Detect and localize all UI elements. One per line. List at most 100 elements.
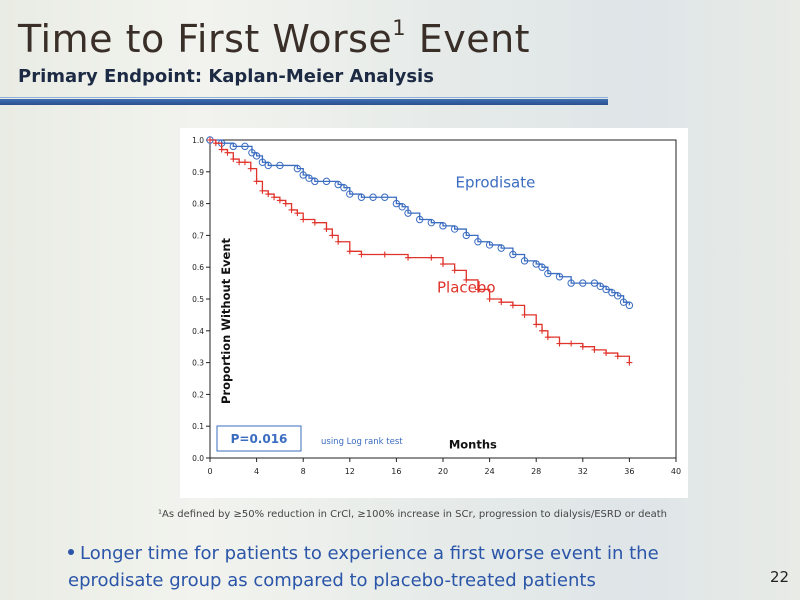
x-axis-label: Months bbox=[449, 437, 497, 451]
data-point-placebo bbox=[241, 159, 248, 166]
data-point-eprodisate bbox=[334, 180, 342, 189]
plot-frame bbox=[209, 139, 677, 459]
data-point-placebo bbox=[544, 334, 551, 341]
data-point-eprodisate bbox=[509, 250, 517, 259]
data-point-placebo bbox=[474, 286, 481, 293]
data-point-eprodisate bbox=[625, 301, 634, 310]
y-tick-label: 1.0 bbox=[192, 136, 204, 145]
data-point-eprodisate bbox=[579, 279, 587, 287]
data-point-eprodisate bbox=[252, 152, 261, 160]
data-point-placebo bbox=[253, 178, 260, 185]
data-point-eprodisate bbox=[305, 174, 313, 182]
p-value-box bbox=[216, 425, 302, 452]
log-rank-text: using Log rank test bbox=[321, 437, 403, 447]
y-tick-label: 0.2 bbox=[192, 390, 204, 399]
data-point-eprodisate bbox=[555, 273, 564, 281]
data-point-placebo bbox=[294, 210, 301, 217]
data-point-eprodisate bbox=[241, 142, 249, 151]
data-point-eprodisate bbox=[485, 241, 494, 249]
data-point-eprodisate bbox=[532, 260, 540, 268]
title-rule-highlight bbox=[0, 97, 608, 98]
data-point-placebo bbox=[428, 254, 435, 261]
series-label-placebo: Placebo bbox=[437, 279, 496, 297]
data-point-placebo bbox=[486, 296, 493, 302]
data-point-eprodisate bbox=[567, 279, 575, 287]
data-point-eprodisate bbox=[369, 193, 377, 201]
data-point-eprodisate bbox=[544, 269, 552, 278]
data-point-placebo bbox=[556, 340, 563, 347]
data-point-eprodisate bbox=[462, 231, 470, 240]
series-label-eprodisate: Eprodisate bbox=[456, 174, 536, 192]
data-point-placebo bbox=[247, 165, 254, 172]
data-point-placebo bbox=[463, 276, 470, 283]
data-point-placebo bbox=[539, 327, 546, 334]
data-point-eprodisate bbox=[439, 222, 447, 230]
data-point-placebo bbox=[259, 187, 266, 194]
x-tick-label: 28 bbox=[531, 467, 541, 476]
data-point-eprodisate bbox=[450, 225, 459, 233]
x-tick-label: 36 bbox=[624, 467, 634, 476]
y-tick-label: 0.9 bbox=[192, 168, 204, 177]
data-point-eprodisate bbox=[474, 238, 482, 246]
data-point-placebo bbox=[591, 346, 598, 353]
y-tick-label: 0.1 bbox=[192, 422, 204, 431]
data-point-placebo bbox=[311, 219, 318, 226]
slide-title-main: Time to First Worse bbox=[18, 17, 393, 61]
x-tick-label: 0 bbox=[207, 467, 212, 476]
y-tick-label: 0.7 bbox=[192, 231, 204, 240]
x-tick-label: 4 bbox=[254, 467, 259, 476]
data-point-eprodisate bbox=[392, 199, 401, 208]
data-point-eprodisate bbox=[619, 298, 628, 306]
data-point-eprodisate bbox=[229, 142, 237, 151]
data-point-placebo bbox=[300, 216, 307, 223]
p-value-text: P=0.016 bbox=[231, 432, 288, 446]
data-point-eprodisate bbox=[258, 158, 267, 166]
footnote: ¹As defined by ≥50% reduction in CrCl, ≥… bbox=[158, 509, 668, 520]
data-point-placebo bbox=[358, 251, 365, 258]
data-point-placebo bbox=[230, 156, 237, 163]
data-point-placebo bbox=[288, 206, 295, 213]
x-tick-label: 12 bbox=[345, 467, 355, 476]
data-point-placebo bbox=[335, 238, 342, 245]
data-point-placebo bbox=[381, 251, 388, 258]
data-point-eprodisate bbox=[299, 171, 307, 179]
data-point-eprodisate bbox=[596, 282, 604, 290]
data-point-placebo bbox=[614, 353, 621, 360]
data-point-eprodisate bbox=[538, 263, 546, 271]
bullet-point: Longer time for patients to experience a… bbox=[68, 540, 758, 594]
data-point-eprodisate bbox=[340, 184, 348, 192]
data-point-eprodisate bbox=[293, 164, 302, 173]
data-point-placebo bbox=[509, 302, 516, 309]
data-point-eprodisate bbox=[311, 177, 319, 186]
data-point-placebo bbox=[282, 200, 289, 207]
x-tick-label: 16 bbox=[391, 467, 401, 476]
data-point-placebo bbox=[521, 311, 528, 318]
y-tick-label: 0.4 bbox=[192, 327, 204, 336]
data-point-eprodisate bbox=[264, 161, 272, 170]
data-point-placebo bbox=[451, 267, 458, 274]
slide-title-superscript: 1 bbox=[392, 16, 407, 40]
y-tick-label: 0.5 bbox=[192, 295, 204, 304]
data-point-placebo bbox=[271, 194, 278, 201]
data-point-placebo bbox=[265, 191, 272, 198]
data-point-eprodisate bbox=[608, 288, 616, 297]
data-point-placebo bbox=[579, 343, 586, 350]
title-rule bbox=[0, 99, 608, 105]
x-tick-label: 20 bbox=[438, 467, 448, 476]
data-point-placebo bbox=[329, 232, 336, 239]
slide-title: Time to First Worse1 Event bbox=[18, 16, 530, 61]
data-point-placebo bbox=[218, 146, 225, 153]
y-tick-label: 0.8 bbox=[192, 200, 204, 209]
data-point-placebo bbox=[498, 299, 505, 306]
x-tick-label: 8 bbox=[301, 467, 306, 476]
x-tick-label: 32 bbox=[578, 467, 588, 476]
data-point-eprodisate bbox=[602, 285, 610, 294]
chart-panel: 0.0 0.1 0.2 0.3 0.4 0.5 0.6 0.7 0.8 0.9 1.0 0 4 8 12 16… bbox=[180, 128, 688, 498]
data-point-eprodisate bbox=[427, 218, 436, 227]
page-number: 22 bbox=[770, 568, 790, 586]
series-line-eprodisate bbox=[210, 139, 631, 306]
data-point-placebo bbox=[568, 340, 575, 347]
x-tick-label: 24 bbox=[485, 467, 495, 476]
data-point-eprodisate bbox=[398, 203, 406, 211]
slide-title-end: Event bbox=[406, 17, 531, 61]
